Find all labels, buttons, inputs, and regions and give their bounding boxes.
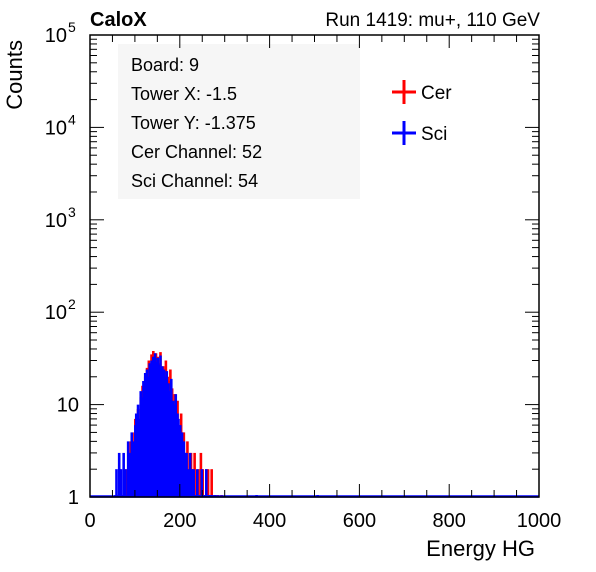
x-tick-label: 1000 (517, 510, 562, 532)
x-axis-title: Energy HG (426, 536, 535, 561)
y-tick-exponent: 3 (68, 204, 76, 220)
legend-label-cer: Cer (421, 83, 452, 104)
info-line-board: Board: 9 (131, 55, 199, 75)
header-right-label: Run 1419: mu+, 110 GeV (325, 10, 540, 31)
info-box: Board: 9 Tower X: -1.5 Tower Y: -1.375 C… (118, 44, 360, 199)
y-tick-label: 1 (68, 487, 79, 509)
info-box-background (118, 44, 360, 199)
series-sci (114, 353, 319, 497)
info-line-cer-channel: Cer Channel: 52 (131, 142, 262, 162)
x-tick-label: 800 (433, 510, 466, 532)
x-tick-label: 600 (343, 510, 376, 532)
series-layer (90, 351, 539, 498)
y-tick-label: 10 (45, 117, 67, 139)
y-tick-exponent: 2 (68, 296, 76, 312)
x-tick-label: 400 (253, 510, 286, 532)
y-tick-label: 10 (45, 302, 67, 324)
y-tick-exponent: 5 (68, 19, 76, 35)
legend: Cer Sci (392, 80, 452, 145)
x-tick-label: 200 (163, 510, 196, 532)
y-tick-label: 10 (57, 395, 79, 417)
x-tick-label: 0 (84, 510, 95, 532)
legend-item-sci: Sci (392, 121, 447, 145)
info-line-sci-channel: Sci Channel: 54 (131, 171, 258, 191)
legend-label-sci: Sci (421, 124, 447, 145)
legend-item-cer: Cer (392, 80, 452, 104)
header-left-label: CaloX (90, 9, 147, 31)
y-tick-label: 10 (45, 210, 67, 232)
y-tick-label: 10 (45, 25, 67, 47)
y-tick-exponent: 4 (68, 111, 76, 127)
info-line-tower-y: Tower Y: -1.375 (131, 113, 256, 133)
y-axis-title: Counts (2, 40, 27, 110)
info-line-tower-x: Tower X: -1.5 (131, 84, 237, 104)
